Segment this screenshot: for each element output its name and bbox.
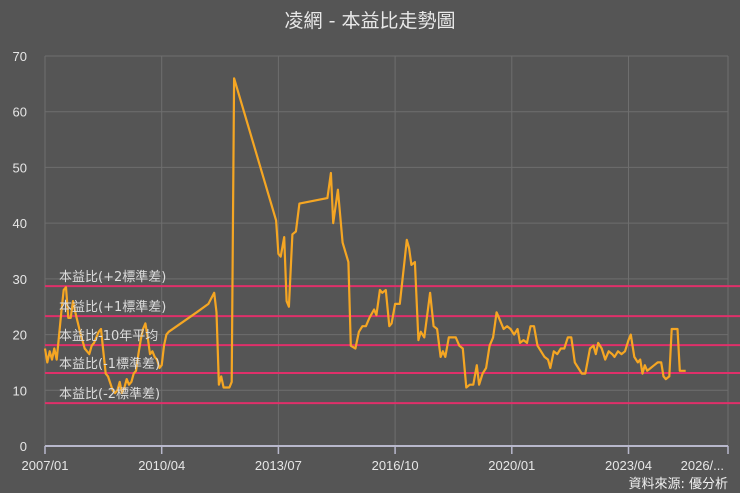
- y-tick-label: 0: [20, 439, 27, 454]
- reference-label: 本益比(-1標準差): [59, 356, 160, 372]
- grid: [44, 55, 729, 446]
- x-tick-label: 2016/10: [372, 458, 419, 473]
- reference-label: 本益比(+1標準差): [59, 299, 166, 315]
- reference-lines: [45, 285, 740, 405]
- y-axis-ticks: 0 10 20 30 40 50 60 70: [13, 49, 27, 454]
- reference-label: 本益比(-2標準差): [59, 386, 160, 402]
- x-tick-label: 2013/07: [255, 458, 302, 473]
- reference-label: 本益比-10年平均: [59, 329, 158, 344]
- x-tick-label: 2023/04: [605, 458, 652, 473]
- x-tick-label: 2007/01: [22, 458, 69, 473]
- x-tick-label: 2020/01: [488, 458, 535, 473]
- y-tick-label: 60: [13, 105, 27, 120]
- pe-ratio-line: [43, 77, 686, 395]
- chart-title: 凌網 - 本益比走勢圖: [285, 10, 456, 32]
- y-tick-label: 20: [13, 328, 27, 343]
- x-tick-label: 2010/04: [138, 458, 185, 473]
- y-tick-label: 10: [13, 383, 27, 398]
- x-tick-label: 2026/...: [681, 458, 724, 473]
- y-tick-label: 40: [13, 216, 27, 231]
- x-axis: 2007/01 2010/04 2013/07 2016/10 2020/01 2023/…: [22, 445, 729, 473]
- y-tick-label: 50: [13, 160, 27, 175]
- reference-label: 本益比(+2標準差): [59, 269, 166, 285]
- y-tick-label: 70: [13, 49, 27, 64]
- y-tick-label: 30: [13, 272, 27, 287]
- source-note: 資料來源: 優分析: [628, 477, 728, 492]
